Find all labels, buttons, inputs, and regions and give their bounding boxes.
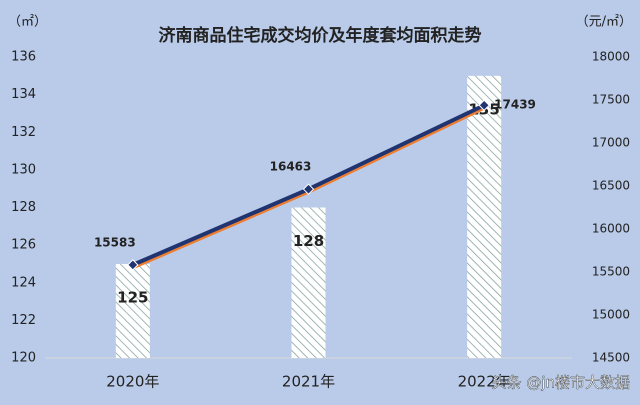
line-value-label: 15583 <box>94 235 136 249</box>
bar-value-label: 125 <box>117 288 148 306</box>
x-tick-label: 2020年 <box>106 373 159 391</box>
bar <box>291 207 326 358</box>
y-tick-label: 136 <box>11 50 36 65</box>
y-tick-label: 132 <box>11 125 36 140</box>
line-value-label: 16463 <box>270 160 312 174</box>
y-axis-label: （㎡） <box>8 15 47 30</box>
y-tick-label: 128 <box>11 200 36 215</box>
y-tick-label: 122 <box>11 313 36 328</box>
watermark: 头条 @jn楼市大数据 <box>492 374 630 392</box>
x-tick-label: 2022年 <box>458 373 511 391</box>
y2-tick-label: 14500 <box>592 351 630 365</box>
bar-value-label: 128 <box>293 232 324 250</box>
y-tick-label: 130 <box>11 162 36 177</box>
y2-tick-label: 17000 <box>592 136 630 150</box>
y-tick-label: 124 <box>11 275 36 290</box>
y-tick-label: 134 <box>11 87 36 102</box>
y-tick-label: 120 <box>11 351 36 366</box>
y2-tick-label: 18000 <box>592 50 630 64</box>
bar <box>115 263 150 358</box>
y2-tick-label: 15500 <box>592 265 630 279</box>
line-marker <box>302 183 315 195</box>
line-value-label: 17439 <box>494 98 536 112</box>
chart-title: 济南商品住宅成交均价及年度套均面积走势 <box>159 25 482 46</box>
y2-tick-label: 16500 <box>592 179 630 193</box>
y2-tick-label: 17500 <box>592 93 630 107</box>
y2-tick-label: 16000 <box>592 222 630 236</box>
y-tick-label: 126 <box>11 238 36 253</box>
x-tick-label: 2021年 <box>282 373 335 391</box>
line-marker <box>127 259 139 271</box>
bar <box>467 75 502 358</box>
line-marker <box>478 99 490 111</box>
y2-tick-label: 15000 <box>592 308 630 322</box>
y2-axis-label: （元/㎡） <box>576 15 632 30</box>
